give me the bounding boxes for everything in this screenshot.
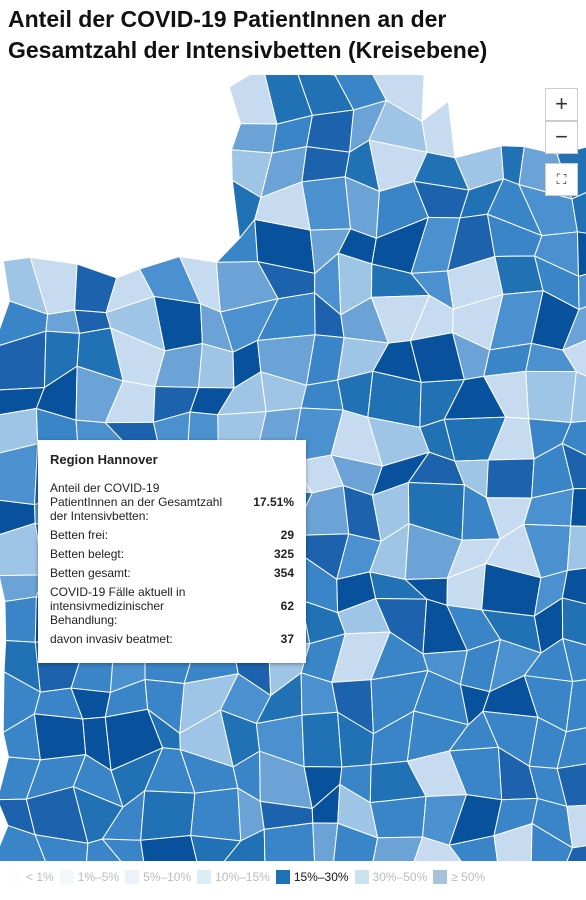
zoom-out[interactable]: − xyxy=(545,121,578,154)
region[interactable] xyxy=(562,637,586,683)
region[interactable] xyxy=(561,299,586,352)
row-value: 354 xyxy=(273,566,294,580)
region[interactable] xyxy=(332,822,379,861)
legend-label: 10%–15% xyxy=(215,870,270,884)
region[interactable] xyxy=(140,834,202,861)
row-value: 29 xyxy=(280,528,294,542)
tooltip-rows: Anteil der COVID-19 PatientInnen an der … xyxy=(50,481,294,646)
region[interactable] xyxy=(0,824,46,861)
tooltip-row: Betten belegt: 325 xyxy=(50,547,294,561)
region[interactable] xyxy=(576,231,586,277)
region[interactable] xyxy=(190,787,242,842)
region[interactable] xyxy=(561,565,586,610)
legend-swatch xyxy=(8,870,22,884)
region[interactable] xyxy=(301,146,351,183)
region[interactable] xyxy=(561,597,586,653)
region[interactable] xyxy=(530,822,574,861)
region[interactable] xyxy=(485,458,535,499)
region[interactable] xyxy=(101,838,145,861)
region[interactable] xyxy=(230,123,278,154)
legend-swatch xyxy=(433,870,448,884)
tooltip-row: Betten frei: 29 xyxy=(50,528,294,542)
legend-swatch xyxy=(59,870,74,884)
legend-item[interactable]: ≥ 50% xyxy=(433,870,485,884)
row-value: 325 xyxy=(273,547,294,561)
region[interactable] xyxy=(561,841,586,861)
legend-label: < 1% xyxy=(26,870,54,884)
region[interactable] xyxy=(4,596,37,643)
region[interactable] xyxy=(34,834,89,861)
legend-label: 15%–30% xyxy=(293,870,349,884)
row-value: 62 xyxy=(280,599,294,613)
legend-label: 5%–10% xyxy=(143,870,192,884)
region[interactable] xyxy=(565,676,586,733)
region[interactable] xyxy=(216,828,266,861)
fullscreen[interactable]: ⛶ xyxy=(545,163,578,196)
row-value: 37 xyxy=(280,632,294,646)
legend-label: 1%–5% xyxy=(77,870,120,884)
legend-swatch xyxy=(354,870,369,884)
legend-item[interactable]: 1%–5% xyxy=(59,870,120,884)
row-label: Betten belegt: xyxy=(50,547,125,561)
region[interactable] xyxy=(570,370,586,424)
region[interactable] xyxy=(0,443,39,506)
legend-swatch xyxy=(275,870,290,884)
region[interactable] xyxy=(86,838,126,861)
row-label: Betten frei: xyxy=(50,528,109,542)
row-label: davon invasiv beatmet: xyxy=(50,632,173,646)
tooltip-row: Anteil der COVID-19 PatientInnen an der … xyxy=(50,481,294,523)
tooltip-row: Betten gesamt: 354 xyxy=(50,566,294,580)
region[interactable] xyxy=(566,525,586,572)
region[interactable] xyxy=(570,488,586,527)
region[interactable] xyxy=(561,420,586,466)
region[interactable] xyxy=(215,218,259,263)
region[interactable] xyxy=(263,822,316,861)
region[interactable] xyxy=(562,333,586,381)
region[interactable] xyxy=(421,100,456,159)
title: Anteil der COVID-19 PatientInnen an der … xyxy=(8,6,488,63)
row-label: COVID-19 Fälle aktuell in intensivmedizi… xyxy=(50,585,186,627)
region[interactable] xyxy=(525,370,577,424)
legend-label: ≥ 50% xyxy=(451,870,486,884)
region[interactable] xyxy=(556,725,586,770)
region[interactable] xyxy=(411,836,466,861)
region[interactable] xyxy=(305,109,355,153)
region[interactable] xyxy=(448,835,500,861)
row-value: 17.51% xyxy=(253,495,294,509)
legend-item[interactable]: < 1% xyxy=(8,870,54,884)
tooltip-region: Region Hannover xyxy=(50,452,158,467)
region[interactable] xyxy=(140,790,196,841)
tooltip-row: COVID-19 Fälle aktuell in intensivmedizi… xyxy=(50,585,294,627)
legend-item[interactable]: 5%–10% xyxy=(125,870,191,884)
tooltip: Region Hannover Anteil der COVID-19 Pati… xyxy=(38,440,306,663)
region[interactable] xyxy=(493,822,533,861)
region[interactable] xyxy=(45,309,81,334)
region[interactable] xyxy=(301,711,343,768)
region[interactable] xyxy=(571,180,586,237)
region[interactable] xyxy=(372,836,424,861)
legend: < 1% 1%–5% 5%–10% 10%–15% 15%–30% 30%–50% ≥ 50… xyxy=(8,870,485,884)
tooltip-row: davon invasiv beatmet: 37 xyxy=(50,632,294,646)
row-label: Betten gesamt: xyxy=(50,566,131,580)
region[interactable] xyxy=(369,795,427,839)
legend-swatch xyxy=(197,870,212,884)
region[interactable] xyxy=(566,804,586,849)
legend-swatch xyxy=(125,870,140,884)
legend-item[interactable]: 10%–15% xyxy=(197,870,270,884)
region[interactable] xyxy=(190,834,242,861)
region[interactable] xyxy=(561,442,586,490)
legend-item[interactable]: 15%–30% xyxy=(275,870,349,884)
region[interactable] xyxy=(301,176,352,231)
region[interactable] xyxy=(33,713,87,761)
row-label: Anteil der COVID-19 PatientInnen an der … xyxy=(50,481,223,523)
legend-label: 30%–50% xyxy=(372,870,428,884)
zoom-in[interactable]: + xyxy=(545,88,578,121)
legend-item[interactable]: 30%–50% xyxy=(354,870,428,884)
region[interactable] xyxy=(556,760,586,807)
region[interactable] xyxy=(578,269,586,311)
region[interactable] xyxy=(312,822,339,861)
